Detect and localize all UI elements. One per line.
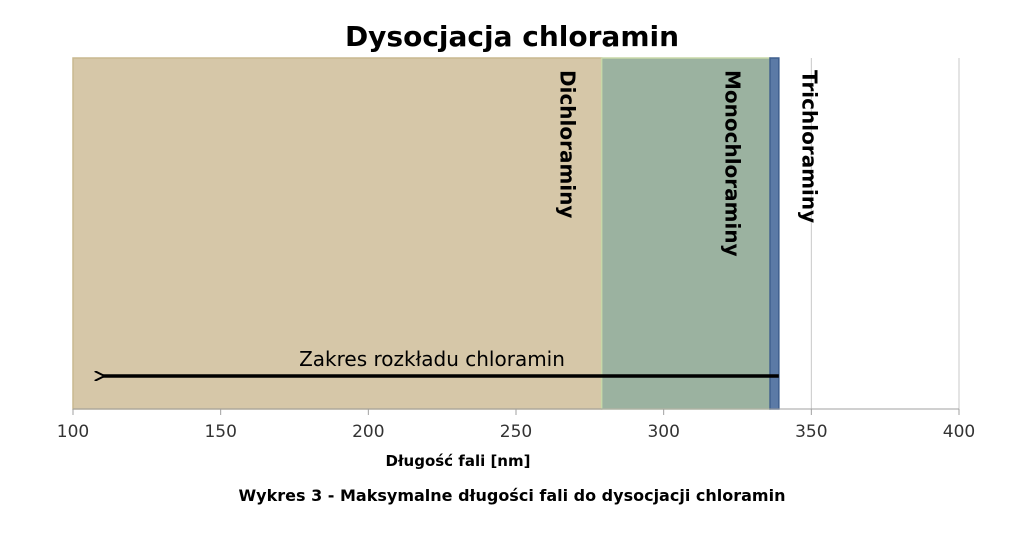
chart-title: Dysocjacja chloramin: [345, 20, 679, 53]
arrow-group: Zakres rozkładu chloramin: [103, 347, 779, 376]
region-monochloraminy: [600, 57, 771, 410]
x-tick-label-400: 400: [943, 422, 975, 442]
x-tick-label-350: 350: [795, 422, 827, 442]
region-label-monochloraminy: Monochloraminy: [721, 70, 745, 257]
x-axis: 100 150 200 250 300 350 400: [57, 408, 975, 442]
x-axis-label: Długość fali [nm]: [386, 452, 531, 470]
x-tick-label-150: 150: [204, 422, 236, 442]
x-tick-label-250: 250: [500, 422, 532, 442]
region-label-trichloraminy: Trichloraminy: [797, 70, 821, 223]
x-tick-label-300: 300: [647, 422, 679, 442]
figure-caption: Wykres 3 - Maksymalne długości fali do d…: [238, 486, 786, 505]
x-tick-label-100: 100: [57, 422, 89, 442]
chart: Dysocjacja chloramin 100 150 200 250 300 350 4…: [57, 20, 975, 470]
range-arrow-label: Zakres rozkładu chloramin: [299, 347, 565, 371]
region-trichloraminy: [769, 57, 780, 410]
x-tick-label-200: 200: [352, 422, 384, 442]
region-labels: Dichloraminy Monochloraminy Trichloraminy: [555, 70, 821, 257]
region-label-dichloraminy: Dichloraminy: [555, 70, 579, 218]
